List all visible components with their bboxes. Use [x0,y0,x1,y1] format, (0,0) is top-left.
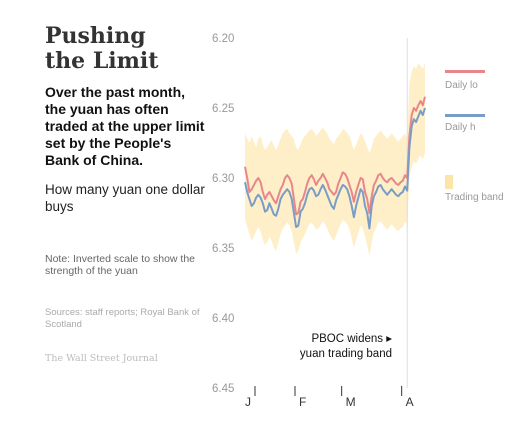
y-tick-label: 6.30 [212,173,234,185]
annotation-layer: PBOC widens ▸ yuan trading band [300,333,392,360]
legend-label-high: Daily h [445,122,476,133]
text-column: Pushing the Limit Over the past month, t… [45,24,205,365]
title-line-1: Pushing [45,23,146,49]
legend-label-band: Trading band [445,192,504,203]
y-tick-label: 6.45 [212,383,234,395]
trading-band [245,63,425,257]
series-layer [244,96,426,230]
x-tick-label: A [406,395,414,409]
annotation-text-line-1: PBOC widens ▸ [311,333,392,345]
x-tick-label: J [245,395,251,409]
title-line-2: the Limit [45,48,159,74]
chart-description: Over the past month, the yuan has often … [45,84,205,168]
sources-text: Sources: staff reports; Royal Bank of Sc… [45,307,200,330]
legend-swatch-low [445,70,485,73]
series-daily-low [244,96,426,216]
chart-title: Pushing the Limit [45,24,205,74]
unit-label: How many yuan one dollar buys [45,182,205,214]
trading-band-layer [245,63,425,257]
note-text: Note: Inverted scale to show the strengt… [45,253,195,277]
legend-swatch-band [445,175,453,189]
y-tick-label: 6.40 [212,313,234,325]
legend-label-low: Daily lo [445,80,478,91]
x-tick-label: M [346,395,356,409]
y-tick-label: 6.20 [212,33,234,45]
legend-swatch-high [445,114,485,117]
y-tick-label: 6.25 [212,103,234,115]
x-tick-label: F [299,395,306,409]
axis-layer: 6.20 6.25 6.30 6.35 6.40 6.45 J F M A [212,33,414,409]
series-daily-high [244,107,426,230]
publisher-credit: The Wall Street Journal [45,353,158,364]
annotation-text-line-2: yuan trading band [300,348,392,360]
y-tick-label: 6.35 [212,243,234,255]
